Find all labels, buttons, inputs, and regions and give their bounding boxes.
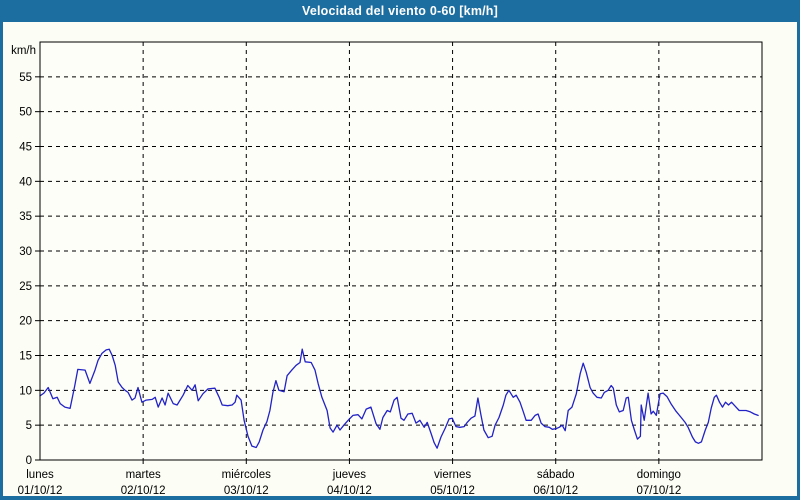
y-tick-label: 5	[26, 420, 32, 432]
day-date-label: 06/10/12	[533, 485, 578, 496]
day-name-label: viernes	[434, 469, 471, 481]
y-tick-label: 20	[19, 316, 32, 328]
y-tick-label: 40	[19, 176, 32, 188]
y-tick-label: 30	[19, 246, 32, 258]
window-title: Velocidad del viento 0-60 [km/h]	[301, 4, 499, 18]
title-bar: Velocidad del viento 0-60 [km/h]	[0, 0, 800, 22]
y-ticks	[35, 76, 40, 461]
wind-speed-line-group	[39, 348, 759, 449]
y-tick-label: 50	[19, 107, 32, 119]
day-date-label: 03/10/12	[224, 485, 269, 496]
x-ticks	[142, 460, 660, 464]
wind-speed-line	[39, 348, 759, 449]
y-tick-label: 35	[19, 211, 32, 223]
day-name-label: jueves	[332, 469, 366, 481]
chart-canvas: km/h 0 5 10 15 20 25 30 35 40 45 50 55 lunes 01/10/1…	[11, 41, 763, 496]
y-gridlines	[40, 76, 762, 426]
y-axis-unit-label: km/h	[11, 45, 36, 57]
day-date-label: 02/10/12	[121, 485, 166, 496]
y-tick-labels: 0 5 10 15 20 25 30 35 40 45 50 55	[19, 72, 32, 467]
y-tick-label: 55	[19, 72, 32, 84]
day-name-label: martes	[126, 469, 161, 481]
day-name-label: miércoles	[222, 469, 271, 481]
day-date-label: 01/10/12	[18, 485, 63, 496]
day-name-label: sábado	[537, 469, 575, 481]
x-day-labels: lunes 01/10/12 martes 02/10/12 miércoles 03/1…	[18, 469, 682, 496]
y-tick-label: 10	[19, 385, 32, 397]
day-name-label: lunes	[26, 469, 54, 481]
day-date-label: 05/10/12	[430, 485, 475, 496]
y-tick-label: 45	[19, 142, 32, 154]
day-name-label: domingo	[637, 469, 681, 481]
y-tick-label: 0	[26, 455, 32, 467]
day-date-label: 07/10/12	[636, 485, 681, 496]
y-tick-label: 25	[19, 281, 32, 293]
day-date-label: 04/10/12	[327, 485, 372, 496]
y-tick-label: 15	[19, 351, 32, 363]
